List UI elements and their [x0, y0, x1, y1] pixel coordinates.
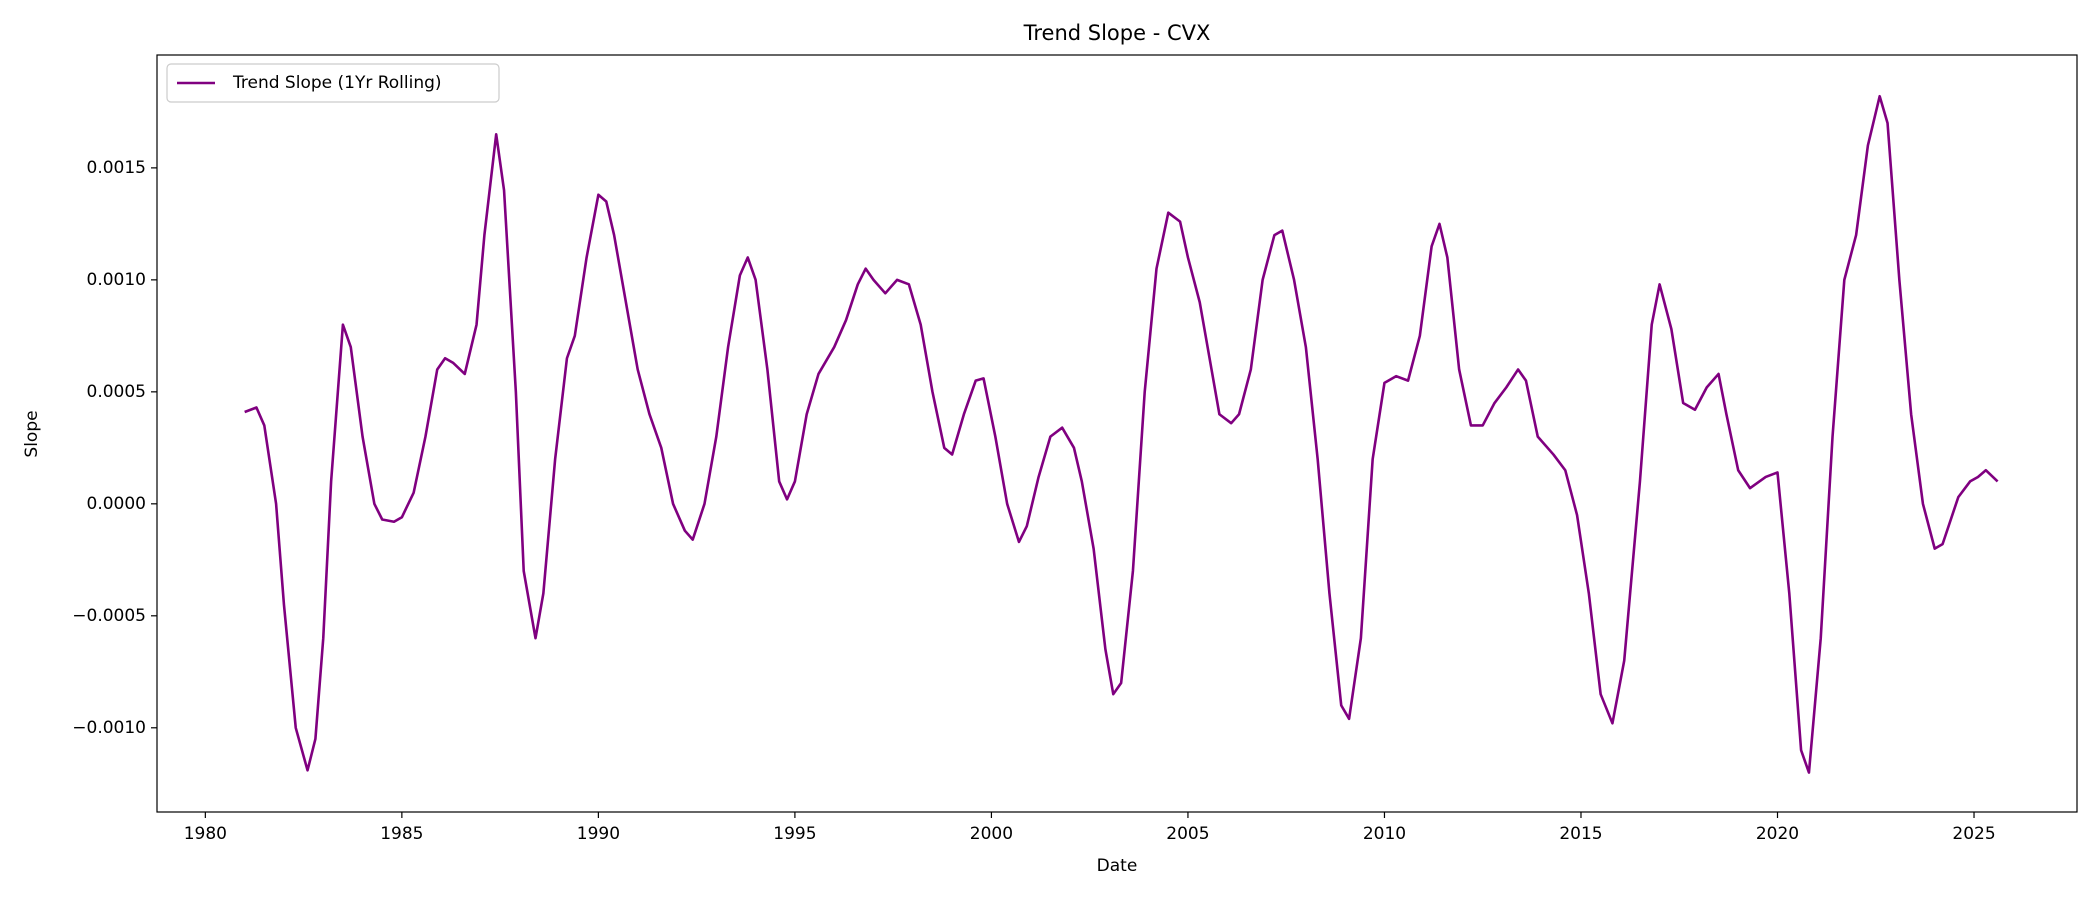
x-tick-label: 2010 — [1363, 824, 1406, 844]
x-tick-label: 1985 — [380, 824, 423, 844]
legend-label: Trend Slope (1Yr Rolling) — [232, 73, 442, 93]
y-tick-label: −0.0010 — [72, 718, 146, 738]
chart-title: Trend Slope - CVX — [1023, 21, 1211, 45]
y-tick-label: 0.0010 — [87, 270, 146, 290]
plot-frame — [156, 54, 2078, 813]
y-tick-label: −0.0005 — [72, 606, 146, 626]
x-tick-label: 2020 — [1756, 824, 1799, 844]
x-tick-label: 2005 — [1166, 824, 1209, 844]
y-tick-label: 0.0000 — [87, 494, 146, 514]
x-tick-label: 1990 — [577, 824, 620, 844]
legend-box — [166, 63, 500, 103]
x-tick-label: 2000 — [970, 824, 1013, 844]
y-axis-label: Slope — [22, 410, 42, 457]
x-tick-label: 1980 — [184, 824, 227, 844]
y-tick-label: 0.0015 — [87, 158, 146, 178]
x-axis-label: Date — [1097, 856, 1138, 876]
x-tick-label: 1995 — [773, 824, 816, 844]
series-line — [244, 94, 1999, 774]
y-tick-label: 0.0005 — [87, 382, 146, 402]
x-tick-label: 2015 — [1559, 824, 1602, 844]
x-tick-label: 2025 — [1952, 824, 1995, 844]
